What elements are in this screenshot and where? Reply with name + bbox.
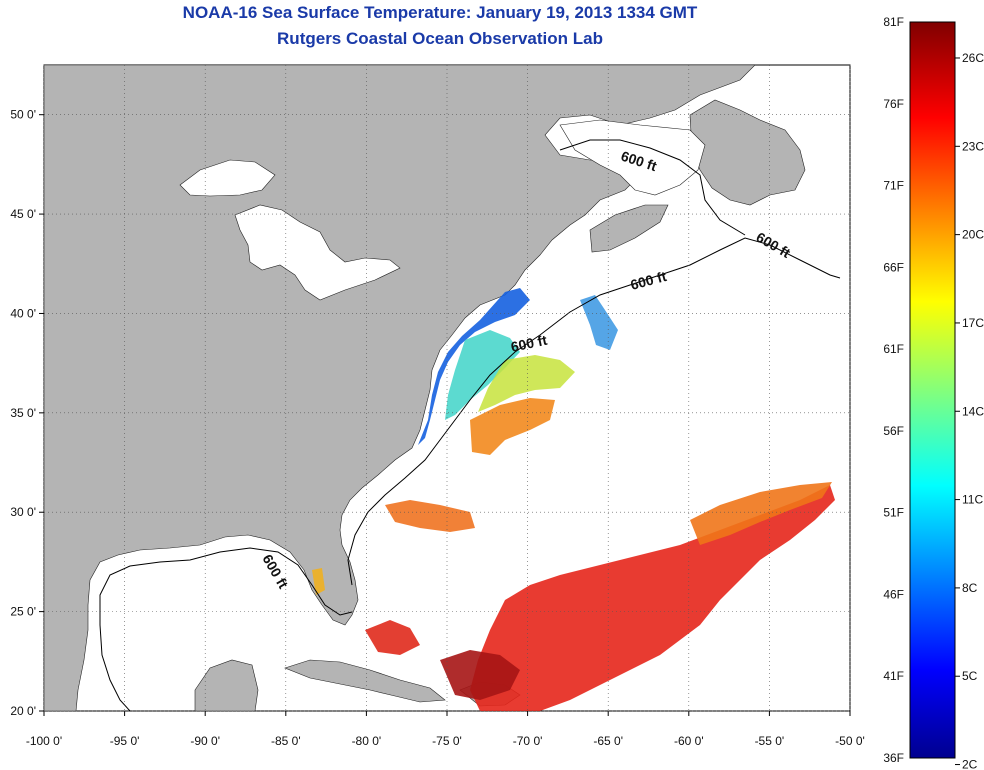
colorbar-f-label: 76F: [883, 97, 904, 111]
lon-tick-label: -60 0': [674, 734, 704, 748]
isobath-600ft-north: [559, 139, 746, 236]
colorbar-f-label: 51F: [883, 506, 904, 520]
lat-tick-label: 35 0': [10, 406, 36, 420]
colorbar-c-label: 26C: [962, 51, 984, 65]
lat-tick-label: 30 0': [10, 505, 36, 519]
colorbar-f-label: 46F: [883, 587, 904, 601]
graticule: [39, 65, 851, 716]
lat-tick-label: 20 0': [10, 704, 36, 718]
sst-shelf-cyan: [445, 330, 520, 420]
map-title: NOAA-16 Sea Surface Temperature: January…: [182, 3, 698, 22]
colorbar-f-label: 81F: [883, 15, 904, 29]
sst-northern-orange-band: [690, 482, 832, 545]
colorbar: [909, 21, 956, 759]
colorbar-f-label: 66F: [883, 260, 904, 274]
longitude-labels: -100 0' -95 0' -90 0' -85 0' -80 0' -75 0' -70…: [26, 734, 865, 748]
colorbar-f-label: 41F: [883, 669, 904, 683]
lon-tick-label: -80 0': [352, 734, 382, 748]
colorbar-f-label: 61F: [883, 342, 904, 356]
map-content: [44, 65, 841, 711]
land-nova-scotia: [589, 204, 669, 253]
sst-subtropical-red: [470, 485, 835, 711]
colorbar-c-label: 20C: [962, 228, 984, 242]
lon-tick-label: -75 0': [432, 734, 462, 748]
colorbar-c-label: 8C: [962, 581, 978, 595]
map-subtitle: Rutgers Coastal Ocean Observation Lab: [277, 29, 603, 48]
lon-tick-label: -90 0': [190, 734, 220, 748]
sst-warm-core-orange: [385, 500, 475, 532]
colorbar-celsius-labels: 26C 23C 20C 17C 14C 11C 8C 5C 2C: [955, 51, 984, 770]
land-yucatan: [194, 659, 259, 711]
sst-caribbean-darkred: [440, 650, 520, 700]
land-north-america: [44, 65, 756, 711]
colorbar-c-label: 17C: [962, 316, 984, 330]
colorbar-c-label: 2C: [962, 758, 978, 770]
isobath-600ft-atlantic: [347, 237, 841, 586]
land-newfoundland: [689, 99, 806, 206]
isobath-label: 600 ft: [509, 332, 548, 355]
lat-tick-label: 40 0': [10, 306, 36, 320]
lon-tick-label: -50 0': [835, 734, 865, 748]
lon-tick-label: -55 0': [755, 734, 785, 748]
lon-tick-label: -95 0': [110, 734, 140, 748]
latitude-labels: 20 0' 25 0' 30 0' 35 0' 40 0' 45 0' 50 0': [10, 108, 36, 718]
colorbar-c-label: 23C: [962, 139, 984, 153]
colorbar-f-label: 56F: [883, 424, 904, 438]
colorbar-c-label: 14C: [962, 404, 984, 418]
colorbar-c-label: 5C: [962, 669, 978, 683]
sst-bahamas-red: [365, 620, 420, 655]
lat-tick-label: 45 0': [10, 207, 36, 221]
lon-tick-label: -85 0': [271, 734, 301, 748]
colorbar-c-label: 11C: [962, 493, 983, 507]
colorbar-fahrenheit-labels: 81F 76F 71F 66F 61F 56F 51F 46F 41F 36F: [883, 15, 904, 765]
sst-slope-green: [478, 355, 575, 412]
sst-florida-yellow: [312, 568, 325, 595]
sst-nova-scotia-shelf: [580, 295, 618, 350]
sst-gulfstream-orange: [470, 398, 555, 455]
colorbar-f-label: 71F: [883, 179, 904, 193]
st-lawrence-water: [559, 119, 706, 196]
lon-tick-label: -70 0': [513, 734, 543, 748]
lon-tick-label: -100 0': [26, 734, 62, 748]
isobath-600ft-gulf: [99, 547, 353, 711]
lat-tick-label: 50 0': [10, 108, 36, 122]
land-cuba: [284, 659, 446, 703]
lon-tick-label: -65 0': [593, 734, 623, 748]
colorbar-f-label: 36F: [883, 751, 904, 765]
sst-coastal-cold: [418, 288, 530, 445]
lat-tick-label: 25 0': [10, 605, 36, 619]
great-lakes: [179, 159, 401, 301]
